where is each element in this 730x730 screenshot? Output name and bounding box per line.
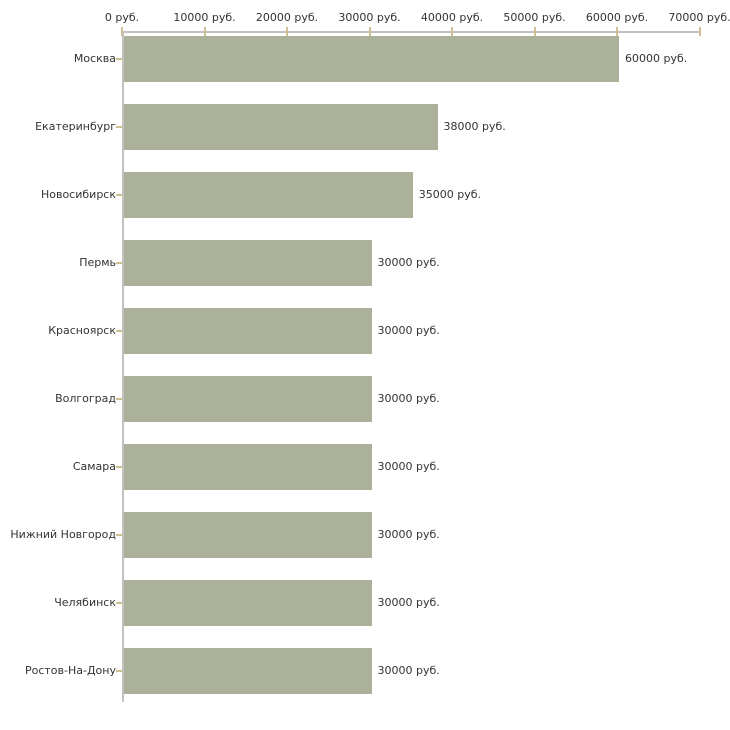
x-tick-label: 60000 руб. — [585, 11, 649, 24]
category-tick-mark — [116, 126, 122, 128]
x-tick-mark — [698, 27, 701, 36]
value-label: 30000 руб. — [377, 664, 440, 677]
bar — [124, 104, 438, 150]
category-label: Новосибирск — [40, 188, 116, 201]
category-tick-mark — [116, 262, 122, 264]
x-tick-label: 70000 руб. — [668, 11, 730, 24]
category-label: Челябинск — [54, 596, 116, 609]
x-tick-label: 10000 руб. — [173, 11, 236, 24]
bar — [124, 444, 372, 490]
x-tick-mark — [368, 27, 371, 36]
value-label: 38000 руб. — [443, 120, 506, 133]
bar — [124, 512, 372, 558]
value-label: 30000 руб. — [377, 460, 440, 473]
category-label: Красноярск — [48, 324, 116, 337]
category-tick-mark — [116, 58, 122, 60]
category-label: Самара — [72, 460, 116, 473]
x-tick-mark — [533, 27, 536, 36]
bar — [124, 308, 372, 354]
bar — [124, 376, 372, 422]
value-label: 30000 руб. — [377, 596, 440, 609]
category-tick-mark — [116, 398, 122, 400]
bar — [124, 36, 619, 82]
category-tick-mark — [116, 670, 122, 672]
category-tick-mark — [116, 330, 122, 332]
x-tick-mark — [203, 27, 206, 36]
x-axis-line — [122, 31, 700, 33]
x-tick-label: 40000 руб. — [420, 11, 484, 24]
x-tick-mark — [286, 27, 288, 36]
category-label: Волгоград — [55, 392, 116, 405]
value-label: 35000 руб. — [418, 188, 482, 201]
value-label: 30000 руб. — [377, 256, 440, 269]
category-label: Пермь — [79, 256, 116, 269]
category-tick-mark — [116, 602, 122, 604]
category-tick-mark — [116, 194, 122, 196]
category-tick-mark — [116, 534, 122, 536]
category-label: Ростов-На-Дону — [24, 664, 116, 677]
value-label: 30000 руб. — [377, 324, 440, 337]
value-label: 30000 руб. — [377, 392, 440, 405]
category-label: Нижний Новгород — [10, 528, 116, 541]
category-tick-mark — [116, 466, 122, 468]
x-tick-mark — [616, 27, 618, 36]
x-tick-label: 30000 руб. — [338, 11, 401, 24]
category-label: Москва — [73, 52, 116, 65]
bar — [124, 172, 413, 218]
bar — [124, 580, 372, 626]
y-axis-line — [122, 31, 124, 702]
x-tick-mark — [121, 27, 123, 36]
value-label: 60000 руб. — [625, 52, 688, 65]
category-label: Екатеринбург — [35, 120, 116, 133]
x-tick-mark — [451, 27, 453, 36]
x-tick-label: 20000 руб. — [255, 11, 319, 24]
bar — [124, 648, 372, 694]
x-tick-label: 50000 руб. — [503, 11, 566, 24]
x-tick-label: 0 руб. — [104, 11, 140, 24]
bar — [124, 240, 372, 286]
value-label: 30000 руб. — [377, 528, 440, 541]
